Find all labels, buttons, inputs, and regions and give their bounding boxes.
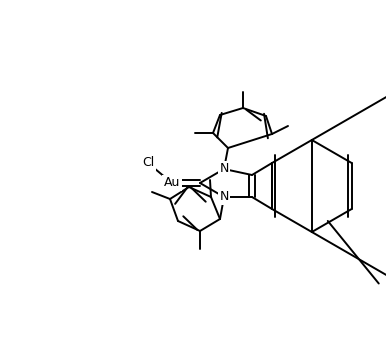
Text: Cl: Cl	[142, 157, 154, 169]
Text: N: N	[219, 163, 229, 176]
Text: N: N	[219, 191, 229, 204]
Text: Au: Au	[164, 177, 180, 190]
